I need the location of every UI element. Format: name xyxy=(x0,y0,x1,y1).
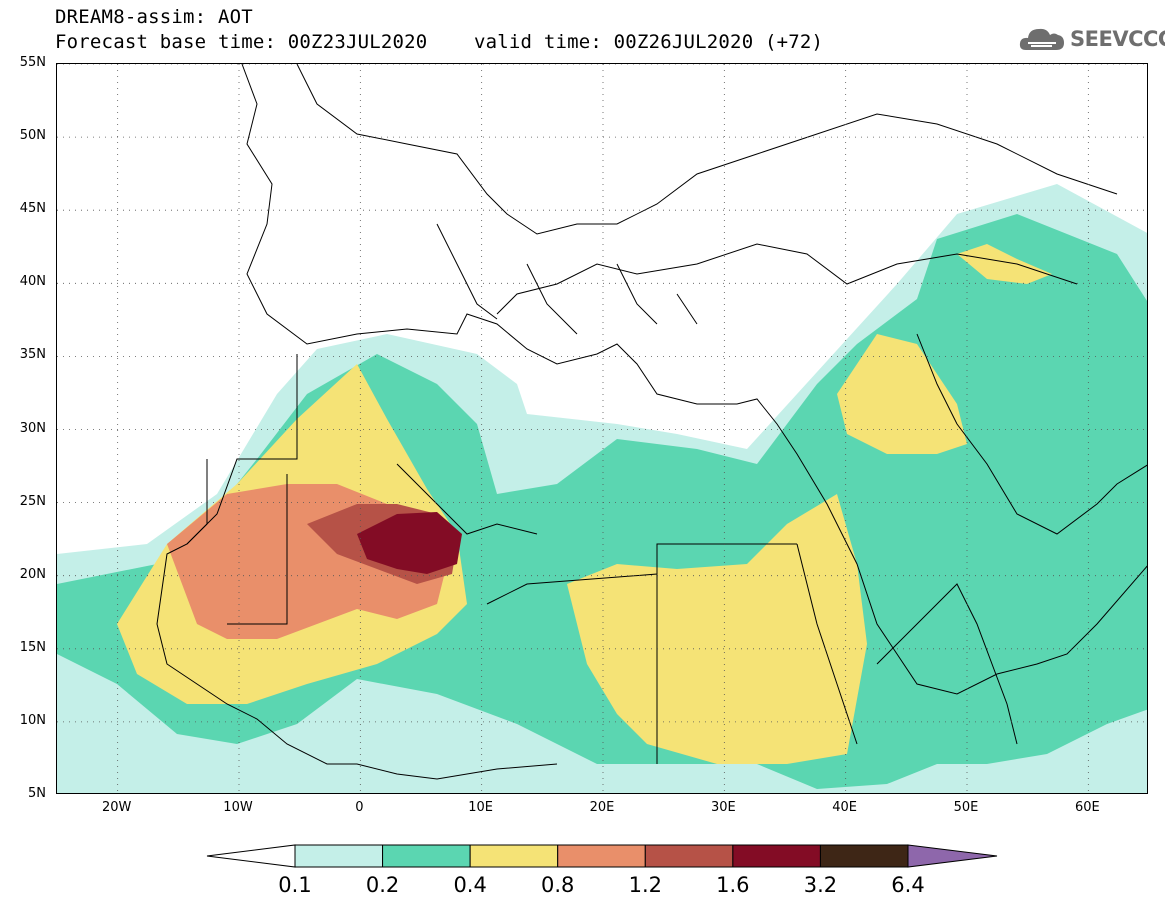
map-canvas xyxy=(57,64,1147,793)
cloud-icon xyxy=(1019,28,1064,50)
colorbar-lower-arrow xyxy=(206,844,296,868)
lat-tick-label: 30N xyxy=(19,420,46,436)
lat-tick-label: 45N xyxy=(19,201,46,217)
aot-band-0.4-iraq xyxy=(837,334,967,454)
lon-tick-label: 10E xyxy=(468,800,494,815)
colorbar-swatch xyxy=(644,844,734,868)
colorbar-swatch xyxy=(294,844,384,868)
lat-tick-label: 15N xyxy=(19,639,46,655)
colorbar-tick-label: 0.1 xyxy=(278,873,312,897)
colorbar-swatch xyxy=(469,844,559,868)
colorbar-tick-label: 1.2 xyxy=(628,873,662,897)
lon-tick-label: 50E xyxy=(953,800,979,815)
lon-tick-label: 20E xyxy=(589,800,615,815)
lon-tick-label: 20W xyxy=(101,800,132,815)
lat-tick-label: 55N xyxy=(19,55,46,70)
colorbar-tick-label: 3.2 xyxy=(803,873,838,897)
lon-tick-label: 60E xyxy=(1074,800,1100,815)
logo-text: SEEVCCC xyxy=(1070,27,1165,51)
lon-tick-label: 30E xyxy=(710,800,736,815)
lon-tick-label: 40E xyxy=(832,800,858,815)
aot-band-0.4-caspian xyxy=(957,244,1052,284)
map-subtitle: Forecast base time: 00Z23JUL2020 valid t… xyxy=(55,31,824,53)
colorbar-swatch xyxy=(382,844,471,868)
map-panel xyxy=(56,63,1148,794)
aot-band-0.4-east xyxy=(567,494,867,764)
lat-tick-label: 50N xyxy=(19,128,46,144)
colorbar-swatch xyxy=(732,844,821,868)
map-title: DREAM8-assim: AOT xyxy=(55,6,253,28)
colorbar-tick-label: 0.8 xyxy=(541,873,575,897)
colorbar-upper-arrow xyxy=(907,844,998,868)
lon-tick-label: 0 xyxy=(355,800,364,815)
colorbar-tick-label: 1.6 xyxy=(716,873,750,897)
aot-band-1.6 xyxy=(357,512,462,574)
lon-tick-label: 10W xyxy=(223,800,253,815)
lat-tick-label: 25N xyxy=(19,493,46,509)
logo: SEEVCCC xyxy=(1018,24,1165,54)
colorbar-tick-label: 6.4 xyxy=(891,873,925,897)
lat-tick-label: 20N xyxy=(19,566,46,582)
colorbar-tick-label: 0.2 xyxy=(365,873,400,897)
lat-tick-label: 40N xyxy=(19,274,46,290)
coastlines xyxy=(156,64,1147,780)
colorbar-tick-label: 0.4 xyxy=(453,873,487,897)
lat-tick-label: 35N xyxy=(19,347,46,363)
colorbar-swatch xyxy=(819,844,909,868)
colorbar-swatch xyxy=(557,844,646,868)
graticule xyxy=(57,64,1147,793)
lat-tick-label: 10N xyxy=(19,712,46,728)
lat-tick-label: 5N xyxy=(28,786,46,801)
aot-shading xyxy=(57,184,1147,793)
